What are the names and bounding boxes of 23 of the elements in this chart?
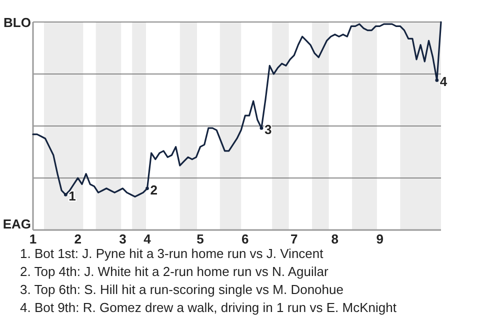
series-label: 1 — [68, 188, 76, 204]
text: 4. Bot 9th: R. Gomez drew a walk, driving in 1 run vs E. McKnight — [20, 300, 397, 315]
series-label: 2 — [150, 182, 158, 198]
point — [146, 186, 149, 190]
x-tick-label: 4 — [144, 232, 152, 247]
x-tick-label: 1 — [29, 232, 37, 247]
text: 3. Top 6th: S. Hill hit a run-scoring single vs M. Donohue — [20, 282, 344, 297]
text: 1. Bot 1st: J. Pyne hit a 3-run home run vs J. Vincent — [20, 246, 324, 261]
text: BLO — [4, 15, 31, 30]
series-label: 4 — [440, 74, 448, 90]
x-tick-label: 3 — [119, 232, 126, 247]
x-tick-label: 7 — [290, 232, 298, 247]
series-label: 3 — [264, 122, 272, 138]
x-tick-label: 2 — [74, 232, 82, 247]
point — [260, 126, 264, 130]
x-tick-label: 6 — [242, 232, 249, 247]
x-tick-label: 5 — [196, 232, 204, 247]
text: 2. Top 4th: J. White hit a 2-run home run vs N. Aguilar — [20, 264, 329, 279]
text: EAG — [2, 216, 31, 232]
point — [64, 192, 68, 196]
point — [435, 78, 439, 82]
x-tick-label: 8 — [331, 232, 339, 247]
x-tick-label: 9 — [376, 232, 384, 247]
